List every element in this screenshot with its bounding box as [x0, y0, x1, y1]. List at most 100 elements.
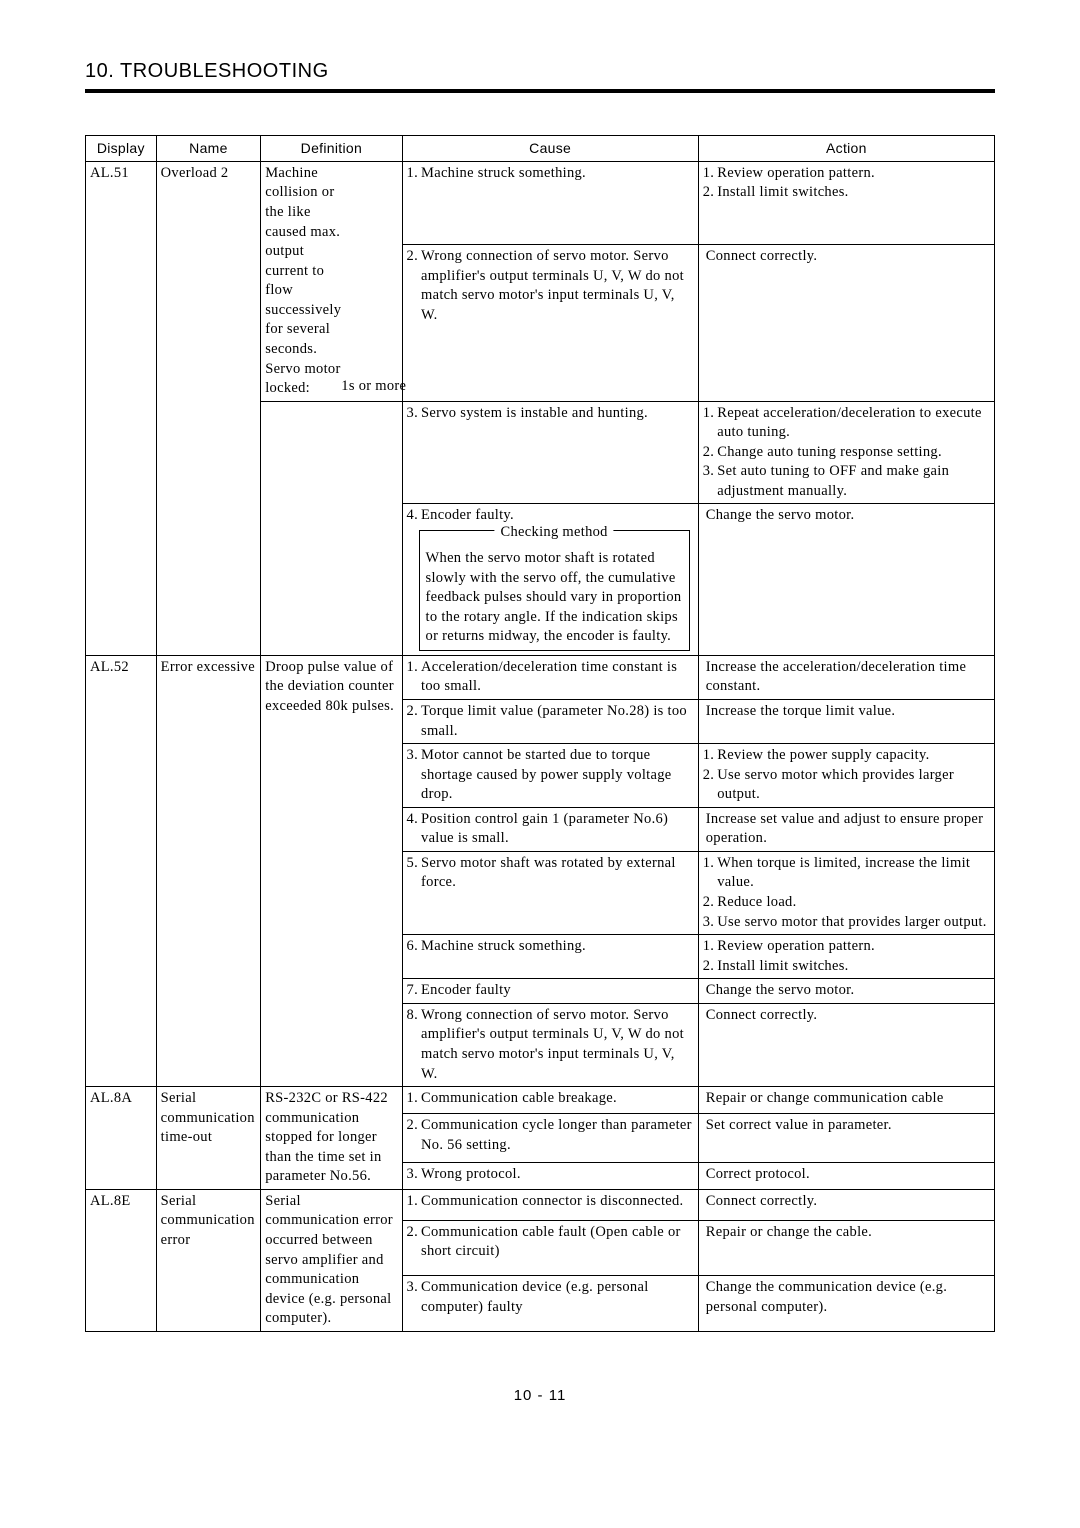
cause-text: Encoder faulty — [421, 981, 694, 1001]
action-text: Review operation pattern. — [717, 937, 990, 957]
cause-text: Motor cannot be started due to torque sh… — [421, 746, 694, 805]
action-text: Increase the torque limit value. — [706, 702, 990, 722]
cell-action: Increase the acceleration/deceleration t… — [698, 655, 994, 699]
cell-action: 1.Repeat acceleration/deceleration to ex… — [698, 401, 994, 504]
cause-text: Servo system is instable and hunting. — [421, 404, 694, 424]
action-item: 2.Install limit switches. — [703, 957, 990, 977]
col-display: Display — [86, 136, 157, 162]
cell-definition: Serial communication error occurred betw… — [261, 1189, 402, 1331]
cause-text: Communication connector is disconnected. — [421, 1192, 694, 1212]
action-number: 2. — [703, 183, 717, 203]
cause-item: 3.Wrong protocol. — [407, 1165, 694, 1185]
cell-action: Connect correctly. — [698, 1189, 994, 1220]
cell-action: Increase the torque limit value. — [698, 699, 994, 743]
cause-text: Communication cycle longer than paramete… — [421, 1116, 694, 1155]
action-number: 1. — [703, 746, 717, 766]
cause-text: Machine struck something. — [421, 164, 694, 184]
cell-action: Connect correctly. — [698, 1003, 994, 1086]
action-text: Set auto tuning to OFF and make gain adj… — [717, 462, 990, 501]
cell-cause: 2.Wrong connection of servo motor. Servo… — [402, 244, 698, 401]
table-row: AL.51 Overload 2 Machine collision or th… — [86, 161, 995, 244]
cell-cause: 3.Communication device (e.g. personal co… — [402, 1276, 698, 1332]
cell-definition: Machine collision or the like caused max… — [261, 161, 402, 401]
table-header-row: Display Name Definition Cause Action — [86, 136, 995, 162]
action-number: 2. — [703, 957, 717, 977]
action-item: 1.Review the power supply capacity. — [703, 746, 990, 766]
action-text: Install limit switches. — [717, 957, 990, 977]
cause-text: Torque limit value (parameter No.28) is … — [421, 702, 694, 741]
col-action: Action — [698, 136, 994, 162]
action-text: Review operation pattern. — [717, 164, 990, 184]
table-row: AL.8A Serial communication time-out RS-2… — [86, 1087, 995, 1114]
action-text: Connect correctly. — [706, 247, 990, 267]
cause-number: 3. — [407, 1165, 421, 1185]
checking-method-title: Checking method — [495, 523, 614, 543]
cause-number: 2. — [407, 247, 421, 325]
cell-cause: 6.Machine struck something. — [402, 935, 698, 979]
cause-number: 3. — [407, 1278, 421, 1317]
action-number: 2. — [703, 443, 717, 463]
cause-number: 5. — [407, 854, 421, 893]
cause-number: 4. — [407, 810, 421, 849]
cell-name: Error excessive — [156, 655, 261, 1086]
action-number: 3. — [703, 462, 717, 501]
cause-item: 2.Wrong connection of servo motor. Servo… — [407, 247, 694, 325]
cause-number: 1. — [407, 1089, 421, 1109]
cause-item: 1.Communication cable breakage. — [407, 1089, 694, 1109]
cell-action: Repair or change the cable. — [698, 1220, 994, 1276]
cell-action: Increase set value and adjust to ensure … — [698, 807, 994, 851]
cell-action: Change the communication device (e.g. pe… — [698, 1276, 994, 1332]
cause-text: Wrong protocol. — [421, 1165, 694, 1185]
action-item: Connect correctly. — [703, 247, 990, 267]
cell-cause: 2.Communication cable fault (Open cable … — [402, 1220, 698, 1276]
cause-number: 3. — [407, 404, 421, 424]
cause-number: 4. — [407, 506, 421, 526]
action-item: 1.Review operation pattern. — [703, 164, 990, 184]
action-text: Change the servo motor. — [706, 506, 990, 526]
action-text: Repeat acceleration/deceleration to exec… — [717, 404, 990, 443]
cell-action: Connect correctly. — [698, 244, 994, 401]
cause-number: 2. — [407, 1223, 421, 1262]
col-cause: Cause — [402, 136, 698, 162]
cell-action: Repair or change communication cable — [698, 1087, 994, 1114]
action-number: 1. — [703, 854, 717, 893]
cell-cause: 1. Machine struck something. — [402, 161, 698, 244]
cell-display: AL.51 — [86, 161, 157, 655]
action-number: 3. — [703, 913, 717, 933]
action-text: Use servo motor which provides larger ou… — [717, 766, 990, 805]
cell-display: AL.8E — [86, 1189, 157, 1331]
cause-number: 1. — [407, 658, 421, 697]
cell-display: AL.8A — [86, 1087, 157, 1190]
troubleshooting-table: Display Name Definition Cause Action AL.… — [85, 135, 995, 1332]
cell-cause: 4.Position control gain 1 (parameter No.… — [402, 807, 698, 851]
cause-number: 2. — [407, 1116, 421, 1155]
cause-text: Position control gain 1 (parameter No.6)… — [421, 810, 694, 849]
cell-cause: 2.Torque limit value (parameter No.28) i… — [402, 699, 698, 743]
cell-action: 1.Review operation pattern. 2.Install li… — [698, 161, 994, 244]
action-number: 1. — [703, 404, 717, 443]
cell-cause: 8.Wrong connection of servo motor. Servo… — [402, 1003, 698, 1086]
cell-name: Overload 2 — [156, 161, 261, 655]
action-text: Use servo motor that provides larger out… — [717, 913, 990, 933]
definition-text: Machine collision or the like caused max… — [265, 164, 341, 399]
cause-text: Wrong connection of servo motor. Servo a… — [421, 1006, 694, 1084]
cause-item: 6.Machine struck something. — [407, 937, 694, 957]
action-text: Review the power supply capacity. — [717, 746, 990, 766]
cause-item: 2.Communication cycle longer than parame… — [407, 1116, 694, 1155]
table-row: AL.8E Serial communication error Serial … — [86, 1189, 995, 1220]
page-title: 10. TROUBLESHOOTING — [85, 60, 995, 93]
action-text: When torque is limited, increase the lim… — [717, 854, 990, 893]
cause-item: 7.Encoder faulty — [407, 981, 694, 1001]
action-text: Correct protocol. — [706, 1165, 990, 1185]
table-row: AL.52 Error excessive Droop pulse value … — [86, 655, 995, 699]
cause-item: 1. Machine struck something. — [407, 164, 694, 184]
action-text: Connect correctly. — [706, 1192, 990, 1212]
action-item: Increase the acceleration/deceleration t… — [703, 658, 990, 697]
cell-action: 1.When torque is limited, increase the l… — [698, 851, 994, 934]
action-item: 2.Change auto tuning response setting. — [703, 443, 990, 463]
cause-item: 2.Communication cable fault (Open cable … — [407, 1223, 694, 1262]
cell-definition: RS-232C or RS-422 communication stopped … — [261, 1087, 402, 1190]
checking-method-box: Checking method When the servo motor sha… — [419, 530, 690, 651]
cell-action: Change the servo motor. — [698, 979, 994, 1004]
cause-item: 4.Position control gain 1 (parameter No.… — [407, 810, 694, 849]
